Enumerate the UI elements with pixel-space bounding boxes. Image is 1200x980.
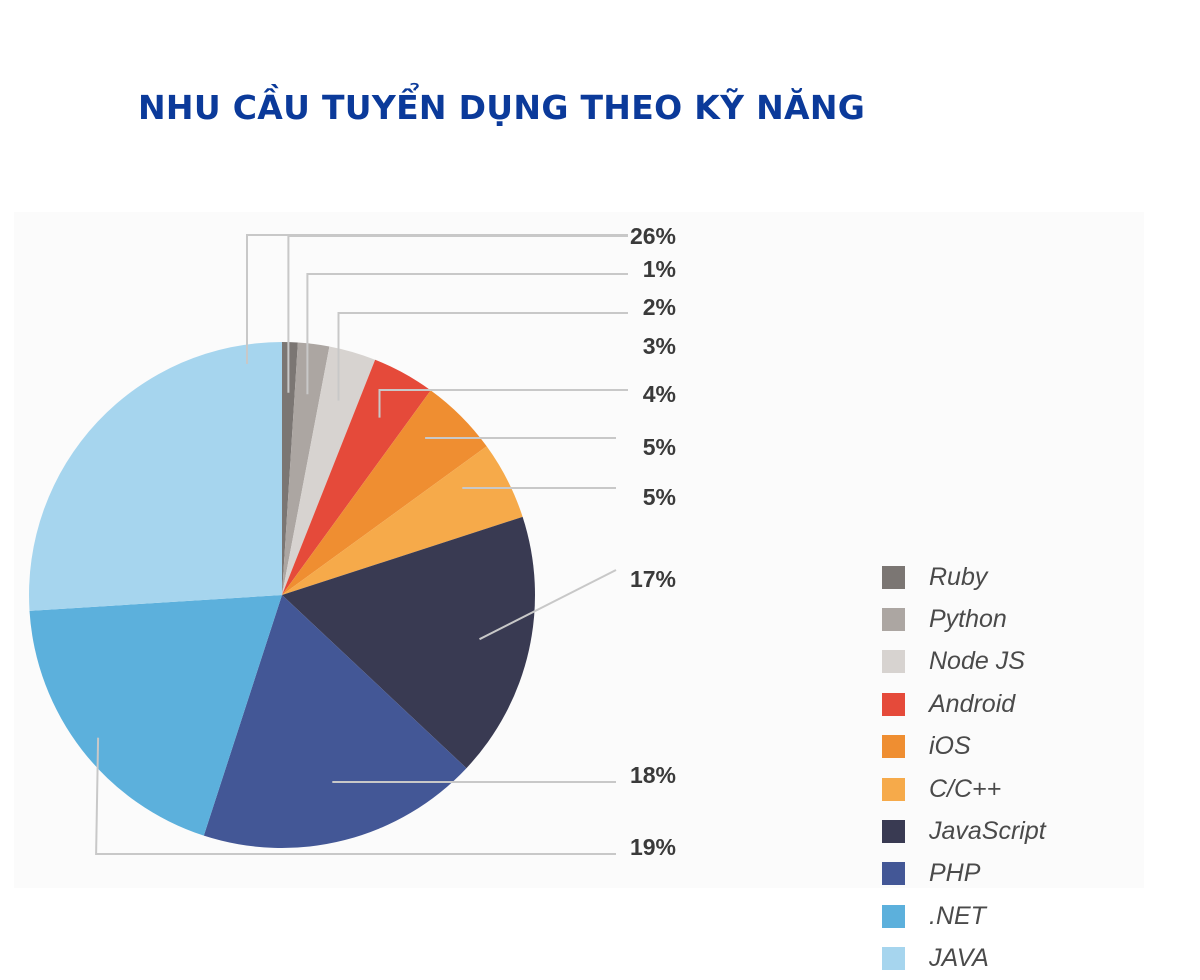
pie-slice-c-c: [282, 446, 523, 595]
pct-label-php: 18%: [630, 762, 676, 788]
legend-label: Android: [929, 689, 1016, 718]
legend: Ruby Python Node JS Android iOS C/C++ JavaScri…: [882, 556, 1142, 980]
pie-slice-ios: [282, 390, 487, 595]
legend-item-node-js: Node JS: [882, 641, 1142, 683]
legend-label: PHP: [929, 859, 981, 888]
legend-swatch: [882, 862, 905, 886]
pie-slice-javascript: [282, 516, 536, 769]
pie-slice-node-js: [282, 346, 376, 595]
legend-item-ios: iOS: [882, 726, 1142, 768]
leader-line-net: [95, 737, 616, 855]
legend-item-python: Python: [882, 598, 1142, 640]
legend-item-ruby: Ruby: [882, 556, 1142, 598]
leader-line-android: [378, 389, 628, 418]
legend-item-android: Android: [882, 683, 1142, 725]
pie-slice-python: [282, 342, 330, 595]
pct-label-c-c: 5%: [643, 484, 676, 510]
legend-swatch: [882, 735, 905, 759]
legend-swatch: [882, 608, 905, 632]
leader-line-javascript: [479, 569, 617, 641]
legend-label: JAVA: [929, 944, 989, 973]
pie-slice-ruby: [282, 342, 298, 595]
pie-slice-java: [29, 342, 282, 611]
legend-label: Node JS: [929, 647, 1025, 676]
legend-swatch: [882, 904, 905, 928]
pct-label-android: 4%: [643, 381, 676, 407]
chart-title: NHU CẦU TUYỂN DỤNG THEO KỸ NĂNG: [138, 88, 866, 127]
legend-label: C/C++: [929, 774, 1002, 803]
pie-slice-android: [282, 359, 431, 595]
legend-swatch: [882, 947, 905, 971]
pct-label-node-js: 3%: [643, 333, 676, 359]
legend-label: Ruby: [929, 562, 988, 591]
pie-slice-php: [203, 595, 467, 849]
leader-line-node-js: [337, 312, 628, 401]
legend-label: iOS: [929, 732, 971, 761]
legend-item-c-c: C/C++: [882, 768, 1142, 810]
legend-item-javascript: JavaScript: [882, 810, 1142, 852]
pct-label-java: 26%: [630, 223, 676, 249]
legend-swatch: [882, 565, 905, 589]
legend-swatch: [882, 820, 905, 844]
legend-item-php: PHP: [882, 853, 1142, 895]
pct-label-ruby: 1%: [643, 256, 676, 282]
pie-chart: 1% 2% 3% 4% 5% 5% 17% 18% 19% 26%: [29, 223, 676, 860]
legend-swatch: [882, 692, 905, 716]
legend-label: .NET: [929, 901, 986, 930]
pct-label-ios: 5%: [643, 434, 676, 460]
pie-slice-net: [29, 595, 282, 836]
leader-lines: [95, 234, 628, 855]
legend-swatch: [882, 777, 905, 801]
leader-line-python: [306, 273, 628, 395]
legend-label: JavaScript: [929, 817, 1046, 846]
pct-label-python: 2%: [643, 294, 676, 320]
legend-swatch: [882, 650, 905, 674]
pct-label-net: 19%: [630, 834, 676, 860]
chart-panel: 1% 2% 3% 4% 5% 5% 17% 18% 19% 26% Ruby Python Node …: [14, 212, 1144, 972]
pct-label-javascript: 17%: [630, 566, 676, 592]
legend-item-java: JAVA: [882, 938, 1142, 980]
legend-label: Python: [929, 605, 1007, 634]
leader-line-java: [246, 234, 628, 364]
legend-item-net: .NET: [882, 895, 1142, 937]
